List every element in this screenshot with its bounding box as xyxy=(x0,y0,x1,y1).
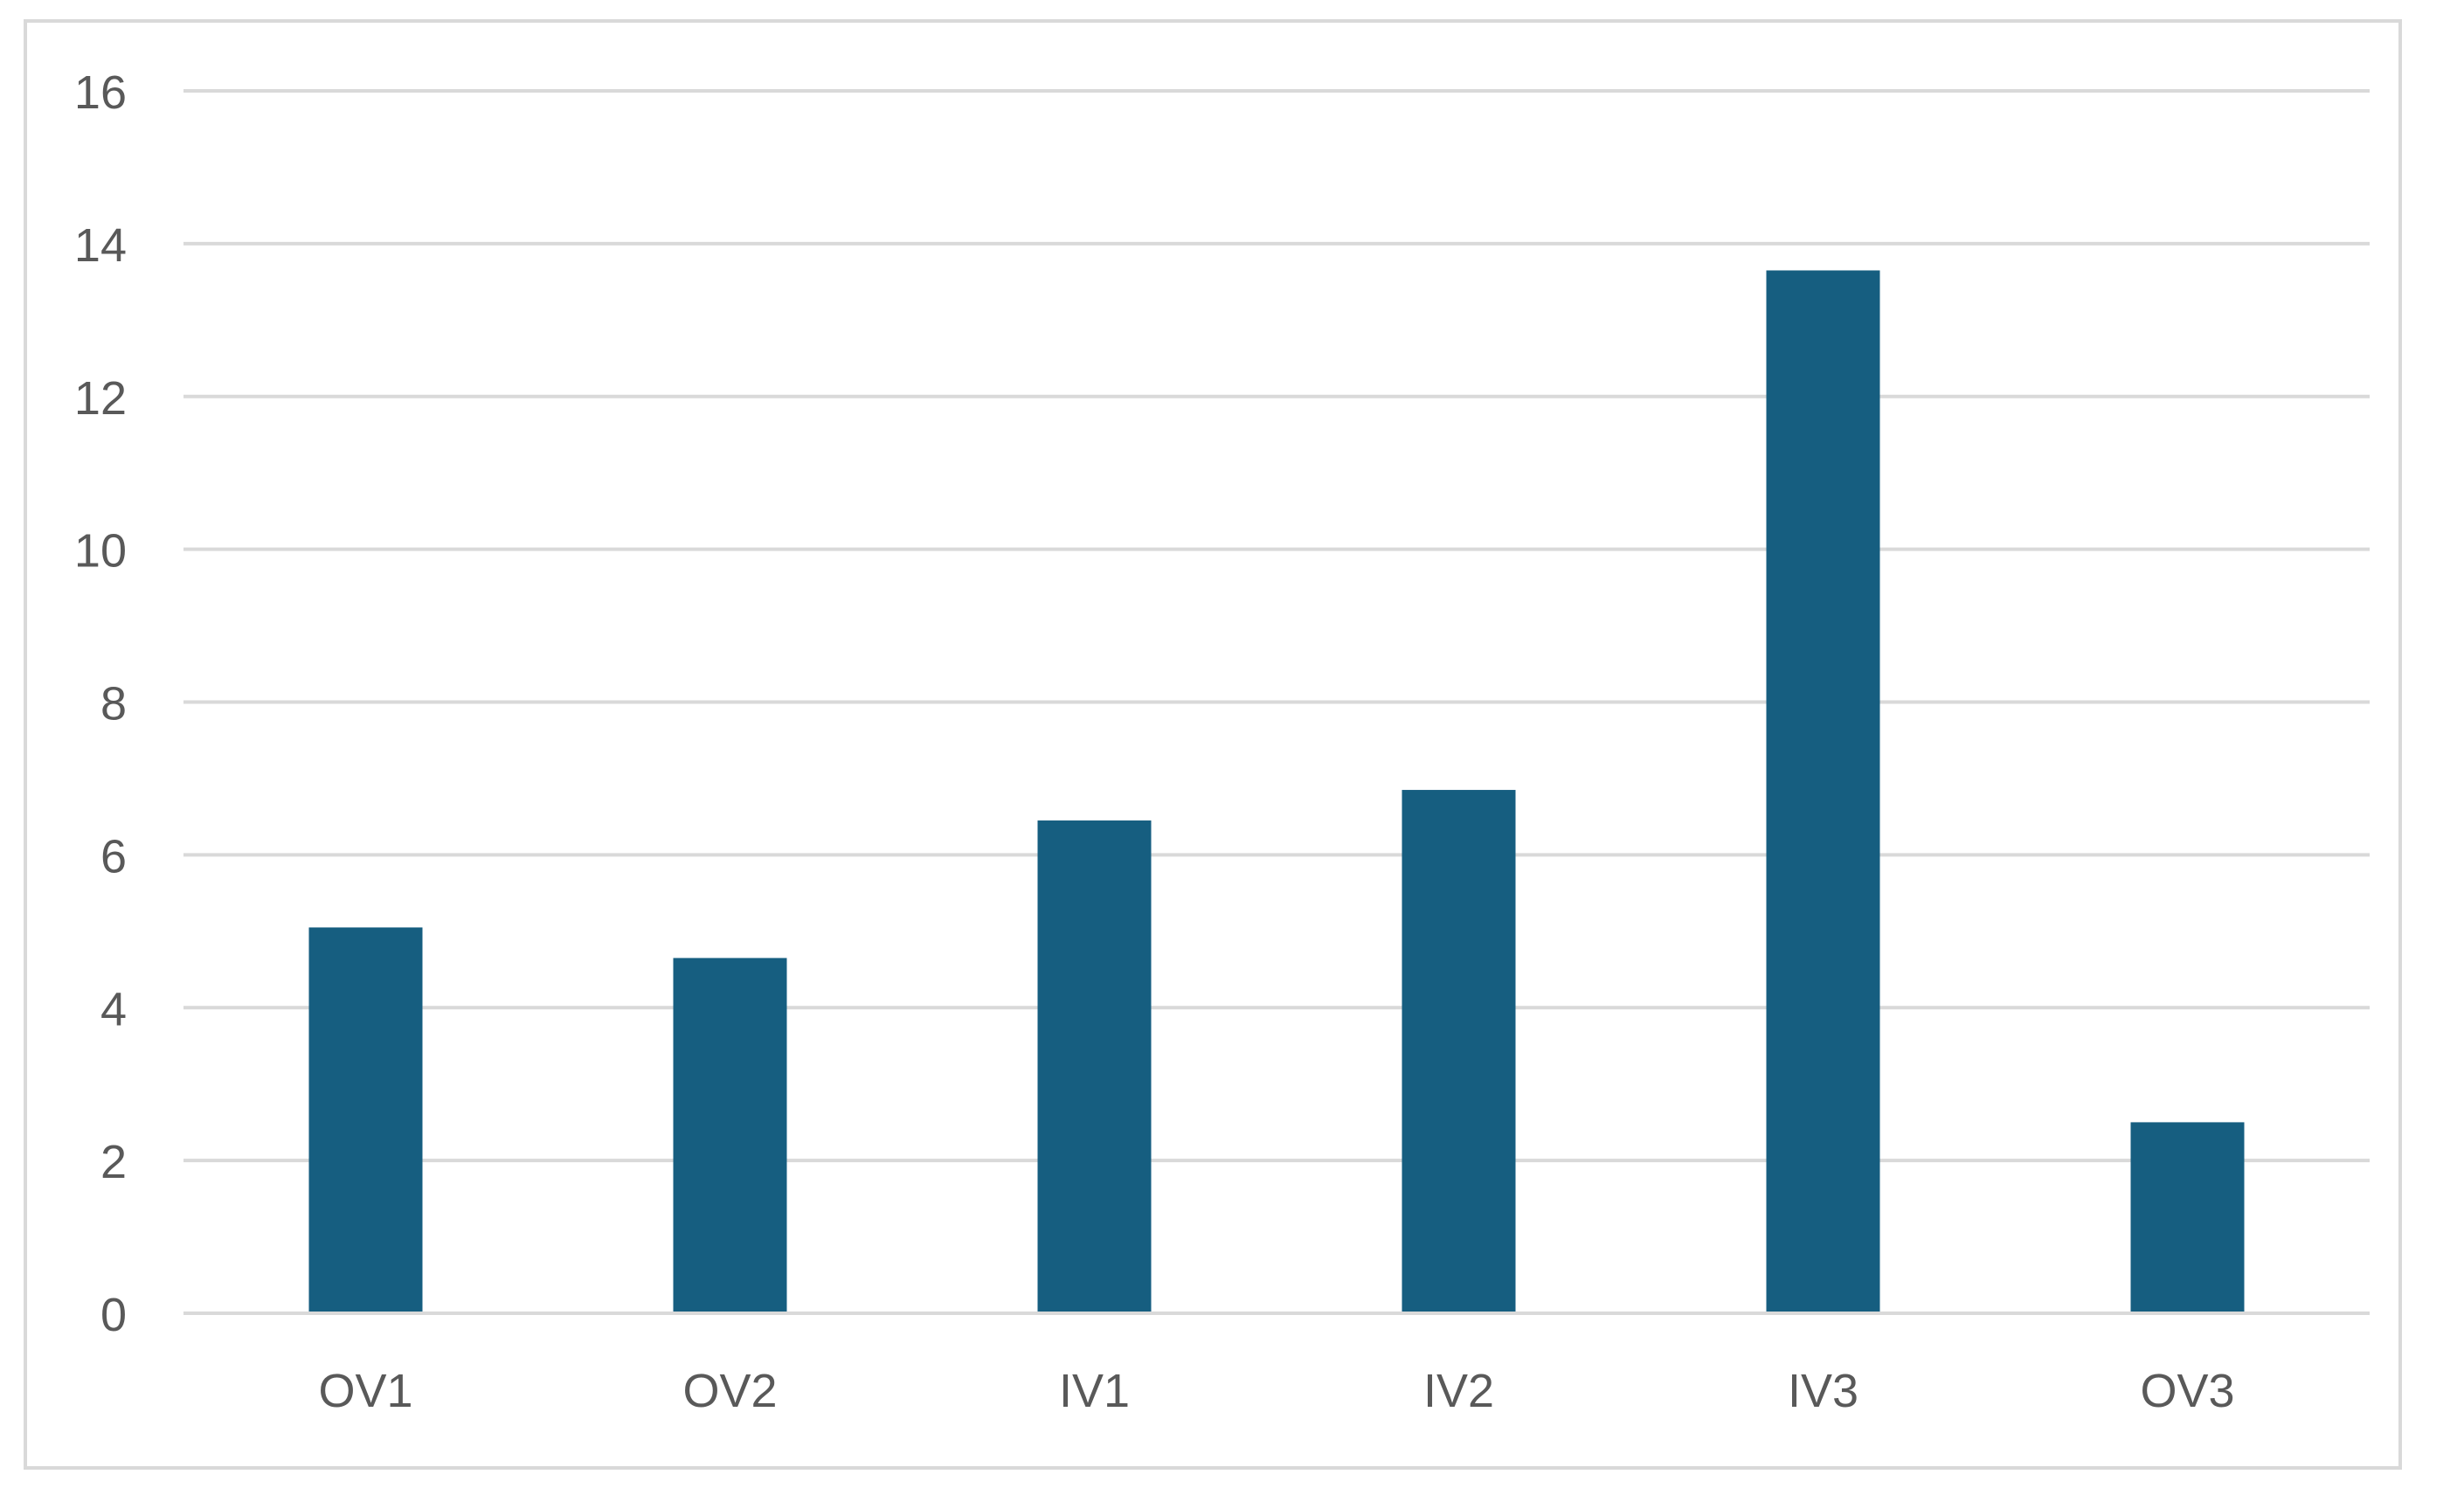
y-tick-label: 8 xyxy=(100,678,127,730)
y-tick-label: 10 xyxy=(74,525,127,578)
x-tick-label: IV2 xyxy=(1423,1365,1494,1417)
x-tick-label: OV3 xyxy=(2140,1365,2234,1417)
bar-iv1 xyxy=(1037,820,1152,1313)
y-tick-label: 0 xyxy=(100,1289,127,1341)
x-tick-label: IV1 xyxy=(1059,1365,1130,1417)
x-tick-label: OV2 xyxy=(682,1365,777,1417)
bar-iv3 xyxy=(1766,270,1880,1313)
y-tick-label: 14 xyxy=(74,219,127,272)
bar-ov1 xyxy=(308,927,423,1313)
y-tick-label: 4 xyxy=(100,983,127,1035)
bar-ov2 xyxy=(673,958,787,1313)
x-axis-ticks: OV1 OV2 IV1 IV2 IV3 OV3 xyxy=(318,1365,2234,1417)
y-tick-label: 12 xyxy=(74,372,127,425)
bar-ov3 xyxy=(2130,1122,2245,1313)
y-tick-label: 16 xyxy=(74,66,127,119)
bars xyxy=(183,270,2370,1315)
y-tick-label: 6 xyxy=(100,830,127,882)
x-tick-label: IV3 xyxy=(1788,1365,1858,1417)
bar-iv2 xyxy=(1402,790,1516,1313)
gridlines xyxy=(183,89,2370,1315)
y-tick-label: 2 xyxy=(100,1136,127,1188)
y-axis-ticks: 0 2 4 6 8 10 12 14 16 xyxy=(74,66,127,1341)
x-tick-label: OV1 xyxy=(318,1365,412,1417)
